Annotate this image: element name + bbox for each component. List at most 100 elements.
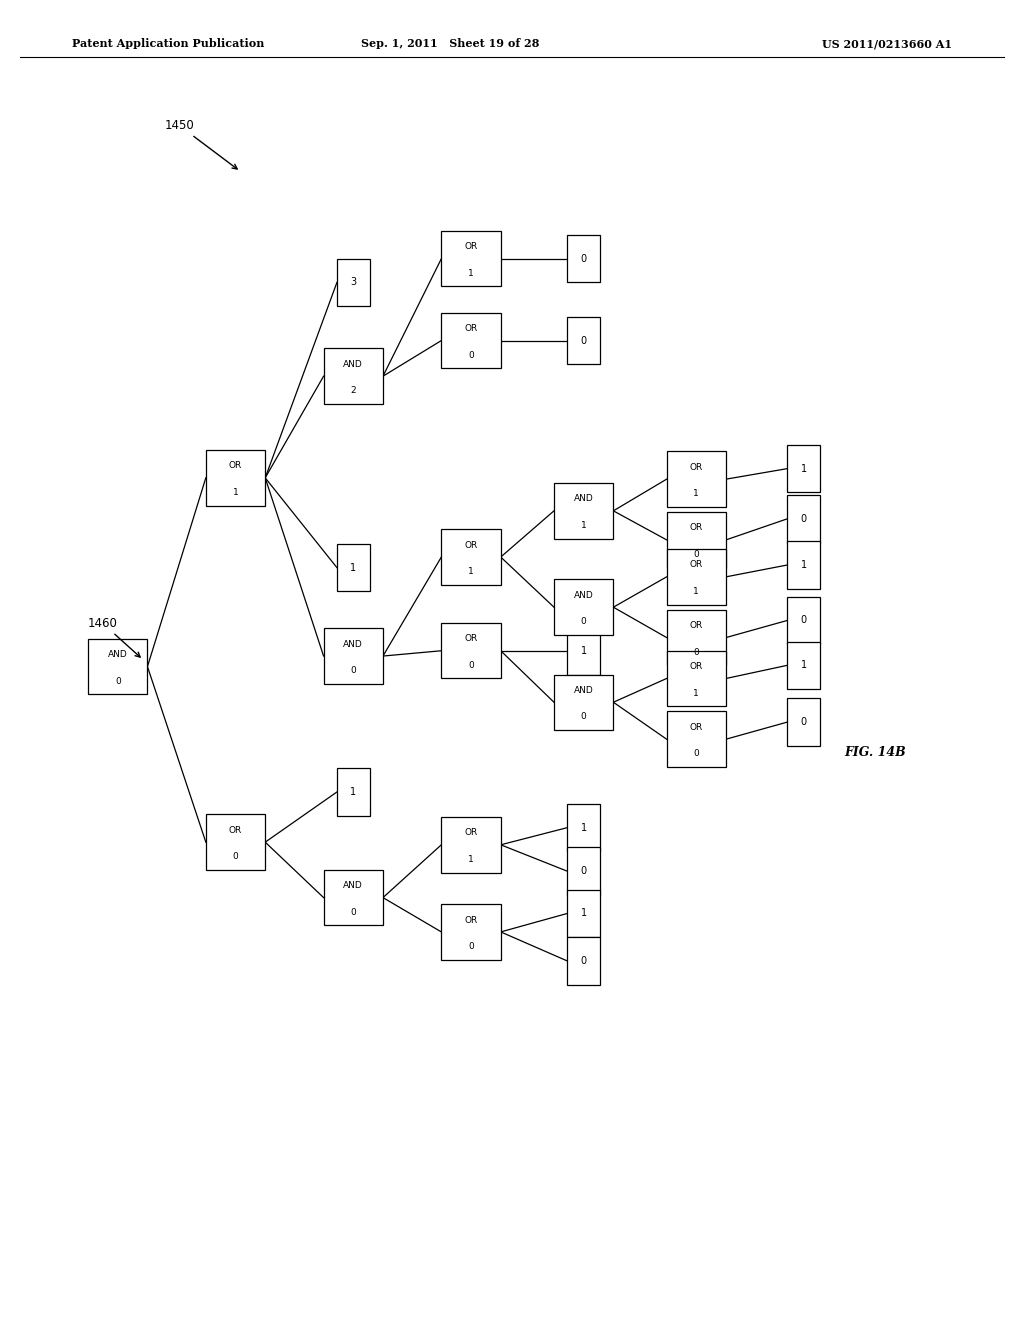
FancyBboxPatch shape — [324, 628, 383, 684]
FancyBboxPatch shape — [567, 890, 600, 937]
Text: 1: 1 — [350, 787, 356, 797]
Text: 0: 0 — [693, 750, 699, 758]
Text: 1: 1 — [801, 463, 807, 474]
Text: 0: 0 — [468, 942, 474, 950]
FancyBboxPatch shape — [554, 483, 613, 539]
Text: 3: 3 — [350, 277, 356, 288]
FancyBboxPatch shape — [787, 597, 820, 644]
Text: 2: 2 — [350, 387, 356, 395]
Text: 1: 1 — [468, 269, 474, 277]
FancyBboxPatch shape — [337, 259, 370, 306]
Text: 0: 0 — [581, 713, 587, 721]
Text: 0: 0 — [581, 866, 587, 876]
FancyBboxPatch shape — [206, 450, 265, 506]
Text: 1: 1 — [232, 488, 239, 496]
FancyBboxPatch shape — [787, 495, 820, 543]
FancyBboxPatch shape — [441, 313, 501, 368]
FancyBboxPatch shape — [441, 231, 501, 286]
Text: 1: 1 — [693, 689, 699, 697]
Text: AND: AND — [108, 651, 128, 659]
Text: 1: 1 — [693, 490, 699, 498]
FancyBboxPatch shape — [567, 937, 600, 985]
FancyBboxPatch shape — [441, 904, 501, 960]
FancyBboxPatch shape — [567, 847, 600, 895]
Text: 0: 0 — [581, 253, 587, 264]
Text: OR: OR — [690, 463, 702, 471]
Text: OR: OR — [465, 916, 477, 924]
Text: AND: AND — [573, 591, 594, 599]
Text: 0: 0 — [581, 335, 587, 346]
Text: 0: 0 — [801, 717, 807, 727]
Text: 1: 1 — [801, 660, 807, 671]
Text: 1450: 1450 — [164, 119, 238, 169]
Text: 1: 1 — [468, 855, 474, 863]
Text: 0: 0 — [232, 853, 239, 861]
Text: OR: OR — [465, 325, 477, 333]
Text: AND: AND — [343, 882, 364, 890]
FancyBboxPatch shape — [337, 544, 370, 591]
Text: 1: 1 — [581, 908, 587, 919]
FancyBboxPatch shape — [667, 651, 726, 706]
Text: OR: OR — [465, 243, 477, 251]
Text: 0: 0 — [801, 513, 807, 524]
Text: 0: 0 — [693, 550, 699, 558]
Text: Sep. 1, 2011   Sheet 19 of 28: Sep. 1, 2011 Sheet 19 of 28 — [361, 38, 540, 49]
Text: AND: AND — [343, 640, 364, 648]
FancyBboxPatch shape — [441, 529, 501, 585]
FancyBboxPatch shape — [554, 675, 613, 730]
FancyBboxPatch shape — [787, 698, 820, 746]
Text: 1: 1 — [801, 560, 807, 570]
FancyBboxPatch shape — [787, 541, 820, 589]
Text: 1: 1 — [581, 645, 587, 656]
Text: 0: 0 — [581, 618, 587, 626]
FancyBboxPatch shape — [441, 623, 501, 678]
FancyBboxPatch shape — [337, 768, 370, 816]
Text: 0: 0 — [350, 667, 356, 675]
FancyBboxPatch shape — [667, 512, 726, 568]
Text: AND: AND — [343, 360, 364, 368]
Text: 0: 0 — [801, 615, 807, 626]
FancyBboxPatch shape — [206, 814, 265, 870]
FancyBboxPatch shape — [567, 627, 600, 675]
Text: OR: OR — [465, 541, 477, 549]
FancyBboxPatch shape — [667, 711, 726, 767]
FancyBboxPatch shape — [554, 579, 613, 635]
Text: 1: 1 — [693, 587, 699, 595]
Text: OR: OR — [690, 622, 702, 630]
Text: Patent Application Publication: Patent Application Publication — [72, 38, 264, 49]
Text: 1: 1 — [468, 568, 474, 576]
Text: 0: 0 — [581, 956, 587, 966]
FancyBboxPatch shape — [441, 817, 501, 873]
FancyBboxPatch shape — [667, 610, 726, 665]
FancyBboxPatch shape — [324, 348, 383, 404]
Text: 0: 0 — [468, 351, 474, 359]
Text: 1: 1 — [350, 562, 356, 573]
Text: OR: OR — [690, 663, 702, 671]
Text: 0: 0 — [468, 661, 474, 669]
Text: 0: 0 — [115, 677, 121, 685]
FancyBboxPatch shape — [567, 317, 600, 364]
FancyBboxPatch shape — [567, 235, 600, 282]
Text: OR: OR — [465, 635, 477, 643]
FancyBboxPatch shape — [324, 870, 383, 925]
Text: 0: 0 — [350, 908, 356, 916]
FancyBboxPatch shape — [88, 639, 147, 694]
Text: 1: 1 — [581, 822, 587, 833]
Text: 1460: 1460 — [87, 616, 140, 657]
FancyBboxPatch shape — [787, 642, 820, 689]
Text: OR: OR — [229, 462, 242, 470]
Text: FIG. 14B: FIG. 14B — [845, 746, 906, 759]
FancyBboxPatch shape — [667, 451, 726, 507]
FancyBboxPatch shape — [787, 445, 820, 492]
Text: OR: OR — [229, 826, 242, 834]
FancyBboxPatch shape — [667, 549, 726, 605]
Text: US 2011/0213660 A1: US 2011/0213660 A1 — [822, 38, 952, 49]
Text: OR: OR — [690, 524, 702, 532]
Text: 0: 0 — [693, 648, 699, 656]
Text: AND: AND — [573, 686, 594, 694]
Text: AND: AND — [573, 495, 594, 503]
Text: OR: OR — [690, 561, 702, 569]
FancyBboxPatch shape — [567, 804, 600, 851]
Text: OR: OR — [690, 723, 702, 731]
Text: 1: 1 — [581, 521, 587, 529]
